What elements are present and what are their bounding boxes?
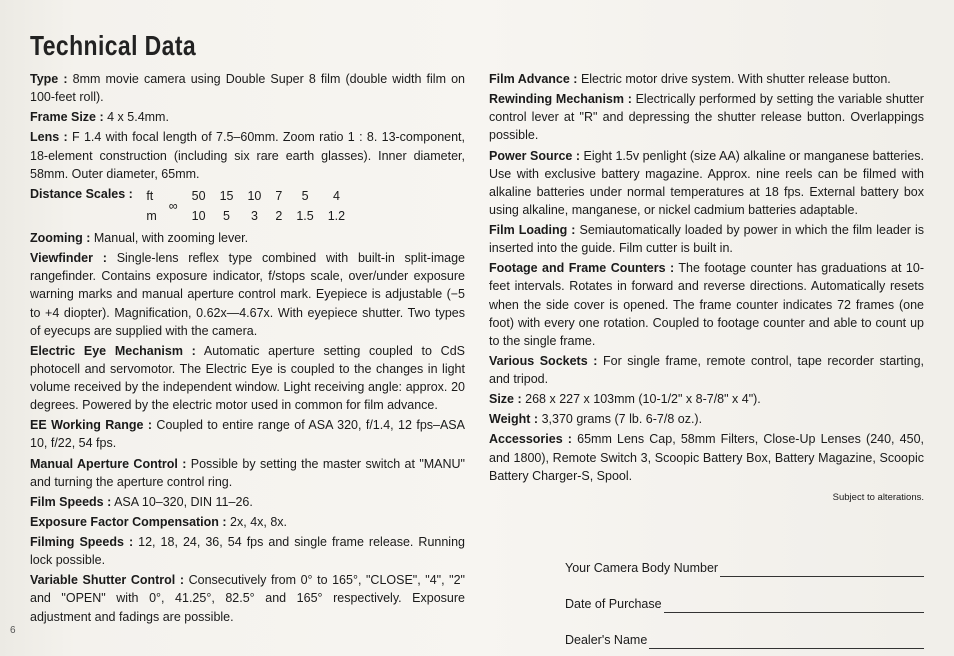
spec-eerange: EE Working Range : Coupled to entire ran… — [30, 416, 465, 452]
spec-zooming: Zooming : Manual, with zooming lever. — [30, 229, 465, 247]
label-sock: Various Sockets : — [489, 354, 597, 368]
form-label-body-no: Your Camera Body Number — [565, 559, 718, 577]
spec-varshut: Variable Shutter Control : Consecutively… — [30, 571, 465, 625]
text-filmadv: Electric motor drive system. With shutte… — [581, 72, 891, 86]
subject-note: Subject to alterations. — [489, 491, 924, 505]
columns: Type : 8mm movie camera using Double Sup… — [30, 70, 924, 656]
form-line-date[interactable] — [664, 600, 924, 613]
label-filmadv: Film Advance : — [489, 72, 577, 86]
label-varshut: Variable Shutter Control : — [30, 573, 184, 587]
text-zooming: Manual, with zooming lever. — [94, 231, 248, 245]
text-weight: 3,370 grams (7 lb. 6-7/8 oz.). — [542, 412, 703, 426]
spec-manap: Manual Aperture Control : Possible by se… — [30, 455, 465, 491]
label-count: Footage and Frame Counters : — [489, 261, 674, 275]
form-label-dealer: Dealer's Name — [565, 631, 647, 649]
spec-filmadv: Film Advance : Electric motor drive syst… — [489, 70, 924, 88]
text-size: 268 x 227 x 103mm (10-1/2" x 8-7/8" x 4"… — [525, 392, 761, 406]
distance-infinity: ∞ — [163, 187, 184, 225]
form-row-dealer: Dealer's Name — [565, 631, 924, 649]
distance-m-3: 2 — [269, 207, 288, 225]
label-manap: Manual Aperture Control : — [30, 457, 186, 471]
text-lens: F 1.4 with focal length of 7.5–60mm. Zoo… — [30, 130, 465, 180]
label-filmspd: Film Speeds : — [30, 495, 111, 509]
label-eerange: EE Working Range : — [30, 418, 152, 432]
form-row-body-no: Your Camera Body Number — [565, 559, 924, 577]
spec-filmspd: Film Speeds : ASA 10–320, DIN 11–26. — [30, 493, 465, 511]
spec-rewind: Rewinding Mechanism : Electrically perfo… — [489, 90, 924, 144]
spec-framesize: Frame Size : 4 x 5.4mm. — [30, 108, 465, 126]
text-expcomp: 2x, 4x, 8x. — [230, 515, 287, 529]
distance-m-unit: m — [140, 207, 160, 225]
distance-ft-2: 10 — [241, 187, 267, 205]
owner-form: Your Camera Body Number Date of Purchase… — [565, 559, 924, 649]
spec-distance: Distance Scales : ft ∞ 50 15 10 7 5 4 m — [30, 185, 465, 227]
right-column: Film Advance : Electric motor drive syst… — [489, 70, 924, 656]
distance-ft-4: 5 — [290, 187, 319, 205]
spec-power: Power Source : Eight 1.5v penlight (size… — [489, 147, 924, 220]
spec-weight: Weight : 3,370 grams (7 lb. 6-7/8 oz.). — [489, 410, 924, 428]
label-viewfinder: Viewfinder : — [30, 251, 107, 265]
page: Technical Data Type : 8mm movie camera u… — [0, 0, 954, 656]
text-framesize: 4 x 5.4mm. — [107, 110, 169, 124]
spec-filmingspd: Filming Speeds : 12, 18, 24, 36, 54 fps … — [30, 533, 465, 569]
form-label-date: Date of Purchase — [565, 595, 662, 613]
label-type: Type : — [30, 72, 68, 86]
label-rewind: Rewinding Mechanism : — [489, 92, 632, 106]
page-title: Technical Data — [30, 30, 763, 62]
spec-ee: Electric Eye Mechanism : Automatic apert… — [30, 342, 465, 415]
text-filmspd: ASA 10–320, DIN 11–26. — [114, 495, 253, 509]
label-ee: Electric Eye Mechanism : — [30, 344, 196, 358]
form-line-dealer[interactable] — [649, 636, 924, 649]
spec-type: Type : 8mm movie camera using Double Sup… — [30, 70, 465, 106]
distance-ft-1: 15 — [214, 187, 240, 205]
distance-ft-3: 7 — [269, 187, 288, 205]
spec-expcomp: Exposure Factor Compensation : 2x, 4x, 8… — [30, 513, 465, 531]
page-number: 6 — [10, 625, 16, 636]
label-weight: Weight : — [489, 412, 538, 426]
spec-count: Footage and Frame Counters : The footage… — [489, 259, 924, 350]
left-column: Type : 8mm movie camera using Double Sup… — [30, 70, 465, 656]
spec-size: Size : 268 x 227 x 103mm (10-1/2" x 8-7/… — [489, 390, 924, 408]
label-expcomp: Exposure Factor Compensation : — [30, 515, 227, 529]
label-lens: Lens : — [30, 130, 68, 144]
label-filmingspd: Filming Speeds : — [30, 535, 133, 549]
label-zooming: Zooming : — [30, 231, 90, 245]
label-power: Power Source : — [489, 149, 580, 163]
distance-table: ft ∞ 50 15 10 7 5 4 m 10 5 3 2 — [138, 185, 353, 227]
distance-m-5: 1.2 — [322, 207, 351, 225]
spec-sock: Various Sockets : For single frame, remo… — [489, 352, 924, 388]
spec-acc: Accessories : 65mm Lens Cap, 58mm Filter… — [489, 430, 924, 484]
distance-m-4: 1.5 — [290, 207, 319, 225]
distance-ft-0: 50 — [186, 187, 212, 205]
distance-m-0: 10 — [186, 207, 212, 225]
distance-ft-5: 4 — [322, 187, 351, 205]
text-type: 8mm movie camera using Double Super 8 fi… — [30, 72, 465, 104]
distance-ft-unit: ft — [140, 187, 160, 205]
spec-load: Film Loading : Semiautomatically loaded … — [489, 221, 924, 257]
distance-m-2: 3 — [241, 207, 267, 225]
label-size: Size : — [489, 392, 522, 406]
label-acc: Accessories : — [489, 432, 572, 446]
spec-lens: Lens : F 1.4 with focal length of 7.5–60… — [30, 128, 465, 182]
label-framesize: Frame Size : — [30, 110, 104, 124]
label-distance: Distance Scales : — [30, 187, 133, 201]
distance-m-1: 5 — [214, 207, 240, 225]
distance-row-ft: ft ∞ 50 15 10 7 5 4 — [140, 187, 351, 205]
form-line-body-no[interactable] — [720, 564, 924, 577]
form-row-date: Date of Purchase — [565, 595, 924, 613]
spec-viewfinder: Viewfinder : Single-lens reflex type com… — [30, 249, 465, 340]
label-load: Film Loading : — [489, 223, 575, 237]
